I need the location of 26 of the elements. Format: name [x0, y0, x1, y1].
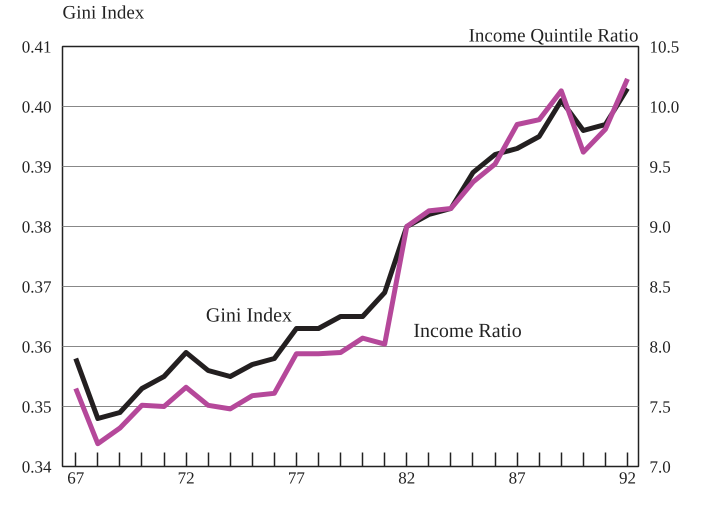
y2-tick-label: 10.0	[650, 98, 680, 116]
y2-tick-label: 7.0	[650, 458, 671, 476]
y2-tick-label: 8.5	[650, 278, 671, 296]
y-tick-label: 0.37	[22, 278, 52, 296]
y-tick-label: 0.41	[22, 38, 52, 56]
y2-tick-label: 9.5	[650, 158, 671, 176]
x-tick-label: 82	[398, 468, 416, 488]
x-tick-label: 92	[618, 468, 636, 488]
y2-tick-label: 10.5	[650, 38, 680, 56]
y-tick-label: 0.35	[22, 398, 52, 416]
y-tick-label: 0.34	[22, 458, 52, 476]
y-tick-label: 0.39	[22, 158, 52, 176]
x-tick-label: 67	[67, 468, 85, 488]
y-axis-title: Gini Index	[62, 2, 145, 24]
series-label: Gini Index	[206, 304, 292, 326]
x-tick-label: 77	[288, 468, 306, 488]
y-tick-label: 0.40	[22, 98, 52, 116]
y2-tick-label: 7.5	[650, 398, 671, 416]
y2-tick-label: 9.0	[650, 218, 671, 236]
series-label: Income Ratio	[413, 320, 522, 342]
y2-axis-title: Income Quintile Ratio	[468, 26, 638, 46]
y-tick-label: 0.38	[22, 218, 52, 236]
x-tick-label: 72	[178, 468, 195, 488]
x-tick-label: 87	[508, 468, 526, 488]
y-tick-label: 0.36	[22, 338, 52, 356]
y2-tick-label: 8.0	[650, 338, 671, 356]
